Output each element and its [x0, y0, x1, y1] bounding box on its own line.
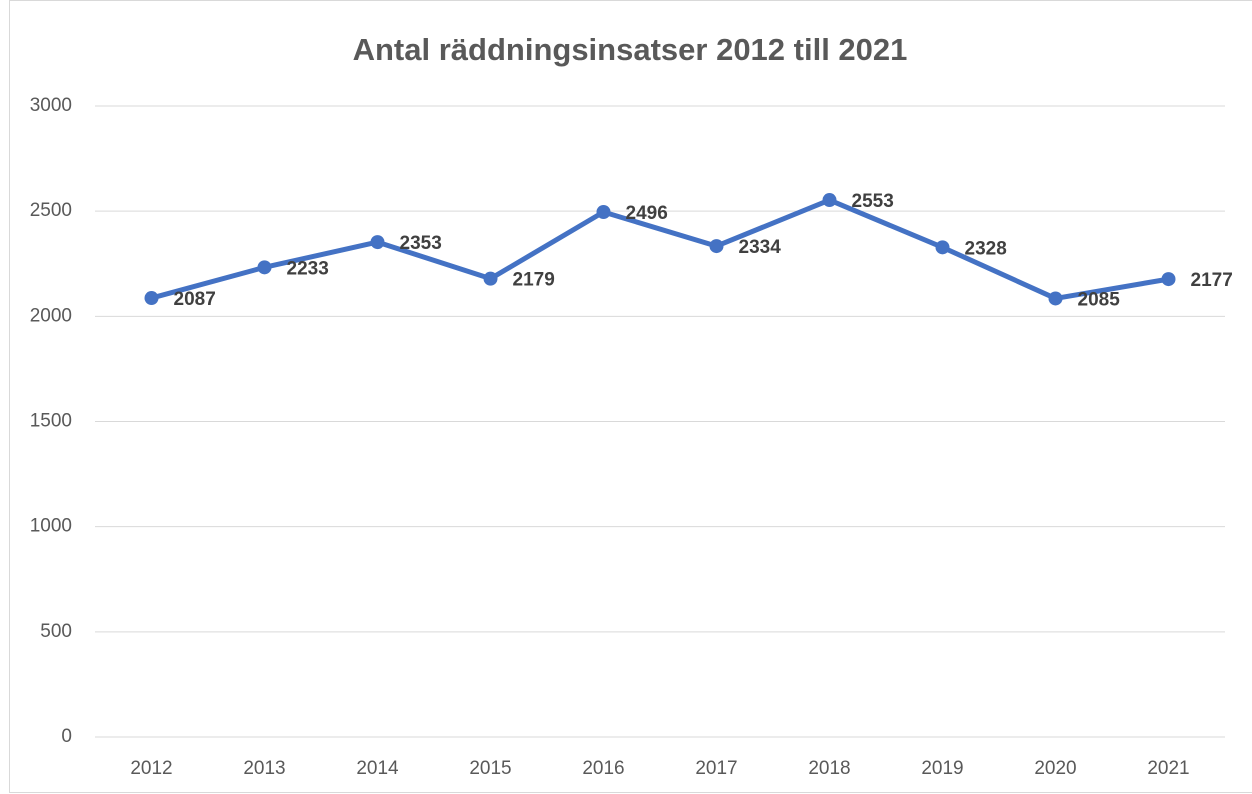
chart-border	[9, 0, 1252, 793]
marker	[370, 235, 385, 250]
marker	[1048, 291, 1063, 306]
y-tick-label: 1500	[30, 411, 72, 432]
y-tick-label: 2500	[30, 200, 72, 221]
x-tick-label: 2012	[130, 758, 172, 779]
y-tick-label: 1000	[30, 516, 72, 537]
line	[150, 197, 1169, 301]
y-tick-label: 500	[40, 621, 72, 642]
data-label: 2085	[1078, 289, 1121, 310]
marker	[483, 271, 498, 286]
data-label: 2087	[174, 289, 216, 310]
y-tick-label: 0	[61, 726, 72, 747]
x-tick-label: 2015	[469, 758, 511, 779]
data-label: 2553	[852, 191, 894, 212]
x-tick-label: 2019	[921, 758, 963, 779]
x-tick-label: 2021	[1147, 758, 1189, 779]
marker	[144, 291, 159, 306]
data-label: 2334	[739, 237, 782, 258]
x-tick-label: 2014	[356, 758, 399, 779]
data-label: 2233	[287, 258, 329, 279]
marker	[596, 205, 611, 220]
x-tick-label: 2013	[243, 758, 285, 779]
x-tick-label: 2018	[808, 758, 850, 779]
marker	[822, 193, 837, 208]
marker	[257, 260, 272, 275]
data-label: 2177	[1191, 270, 1233, 291]
x-tick-label: 2017	[695, 758, 737, 779]
y-tick-label: 2000	[30, 305, 72, 326]
marker	[709, 239, 724, 254]
data-label: 2179	[513, 270, 555, 291]
y-tick-label: 3000	[30, 95, 72, 116]
data-label: 2328	[965, 238, 1007, 259]
marker	[1161, 272, 1176, 287]
data-label: 2496	[626, 203, 668, 224]
chart-title: Antal räddningsinsatser 2012 till 2021	[353, 32, 908, 67]
x-tick-label: 2020	[1034, 758, 1076, 779]
data-label: 2353	[400, 233, 442, 254]
x-tick-label: 2016	[582, 758, 624, 779]
marker	[935, 240, 950, 255]
